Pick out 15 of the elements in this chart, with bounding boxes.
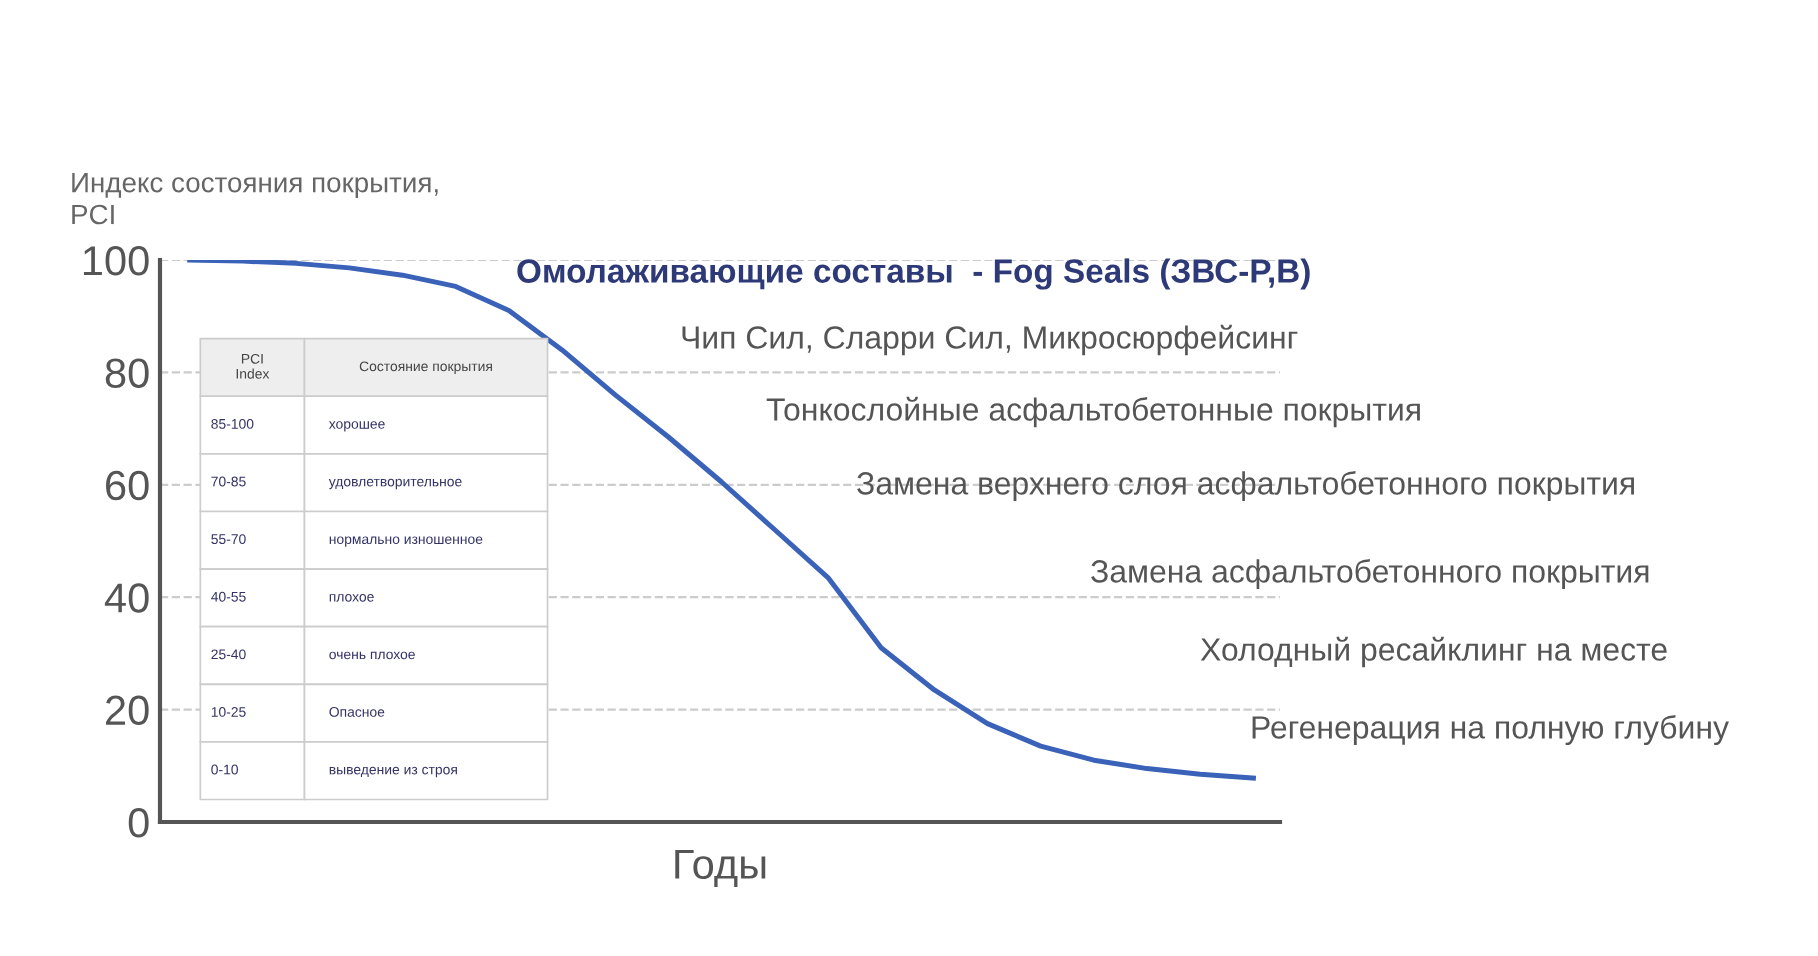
annotation: Омолаживающие составы - Fog Seals (ЗВС-Р,В) bbox=[517, 258, 1310, 290]
y-tick-label: 20 bbox=[106, 695, 149, 726]
y-tick-label: 80 bbox=[105, 358, 149, 388]
y-tick-label: 40 bbox=[104, 583, 149, 613]
y-tick-label: 60 bbox=[106, 470, 149, 501]
y-axis-title: Индекс состояния покрытия, PCI bbox=[72, 173, 438, 225]
annotation: Замена верхнего слоя асфальтобетонного покрытия bbox=[857, 470, 1634, 502]
y-tick-label: 100 bbox=[83, 246, 149, 276]
annotation: Замена асфальтобетонного покрытия bbox=[1091, 558, 1649, 590]
annotation: Регенерация на полную глубину bbox=[1252, 714, 1729, 746]
x-axis-title: Годы bbox=[675, 849, 766, 887]
y-tick-label: 0 bbox=[128, 808, 149, 838]
annotation: Чип Сил, Сларри Сил, Микросюрфейсинг bbox=[682, 324, 1298, 356]
annotation: Тонкослойные асфальтобетонные покрытия bbox=[766, 396, 1420, 428]
annotation: Холодный ресайклинг на месте bbox=[1200, 636, 1667, 668]
